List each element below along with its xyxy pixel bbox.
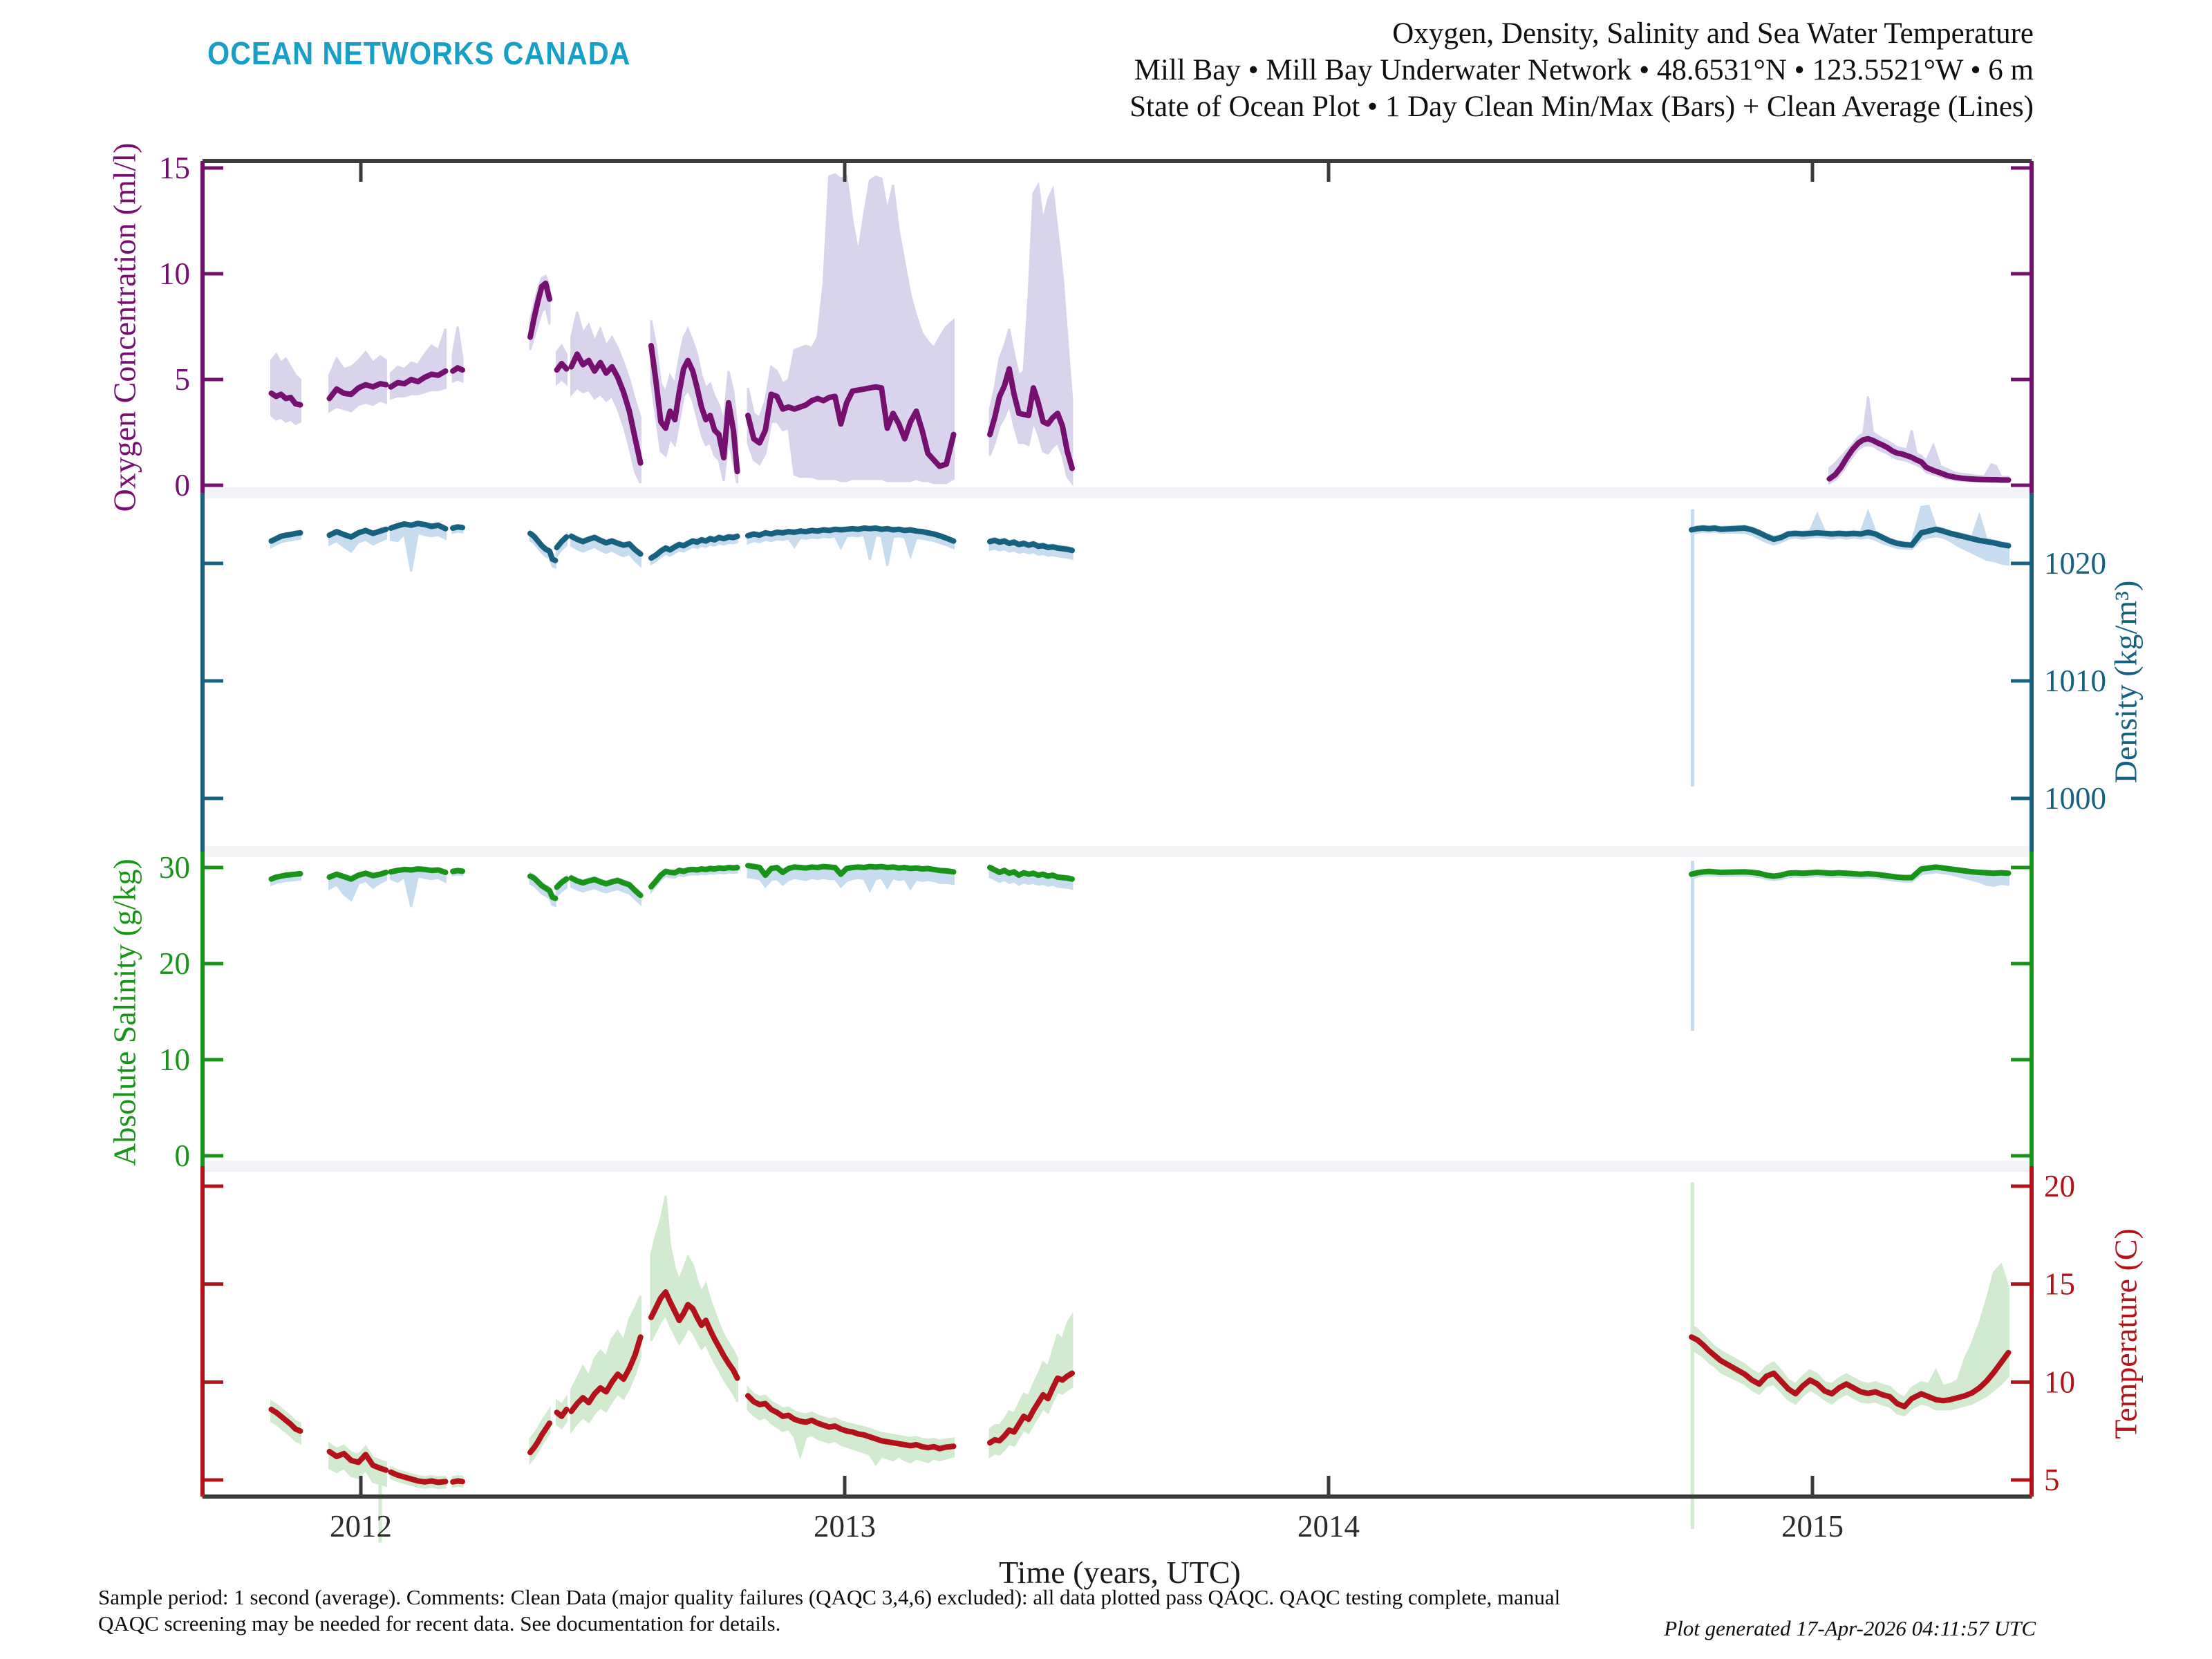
temperature-axis-title: Temperature (C) <box>2108 1228 2144 1439</box>
average-line-oxygen <box>745 384 957 469</box>
x-axis-title: Time (years, UTC) <box>999 1555 1241 1590</box>
average-line-temperature <box>987 1370 1075 1446</box>
x-tick-label: 2014 <box>1297 1509 1360 1544</box>
y-tick-label-temperature: 15 <box>2044 1267 2075 1302</box>
average-line-temperature <box>326 1448 389 1473</box>
minmax-band-temperature <box>747 1385 955 1466</box>
y-tick-label-oxygen: 5 <box>175 362 191 397</box>
y-tick-label-oxygen: 0 <box>175 468 191 503</box>
average-line-salinity <box>554 876 570 890</box>
average-line-oxygen <box>554 361 570 373</box>
plot-title-line-3: State of Ocean Plot • 1 Day Clean Min/Ma… <box>1130 91 2034 123</box>
x-tick-label: 2013 <box>814 1509 876 1544</box>
y-tick-label-salinity: 20 <box>159 946 190 981</box>
minmax-band-oxygen <box>570 311 642 484</box>
average-line-salinity <box>568 875 644 899</box>
average-line-salinity <box>745 863 957 879</box>
average-line-oxygen <box>527 280 552 340</box>
salinity-axis-title: Absolute Salinity (g/kg) <box>106 859 142 1166</box>
footer-comments: Sample period: 1 second (average). Comme… <box>98 1584 1771 1637</box>
average-line-oxygen <box>987 366 1075 471</box>
ocean-networks-canada-logo: OCEAN NETWORKS CANADA <box>207 35 631 71</box>
average-line-oxygen <box>388 368 449 390</box>
plot-title-line-2: Mill Bay • Mill Bay Underwater Network •… <box>1134 54 2034 86</box>
minmax-band-density <box>389 521 447 572</box>
average-line-oxygen <box>450 365 465 374</box>
footer-line-1: Sample period: 1 second (average). Comme… <box>98 1585 1561 1609</box>
minmax-band-oxygen <box>650 320 739 484</box>
average-line-temperature <box>745 1393 957 1452</box>
minmax-band-oxygen <box>1828 396 2009 485</box>
average-line-temperature <box>554 1407 570 1419</box>
average-line-oxygen <box>568 351 644 466</box>
average-line-salinity <box>648 865 740 890</box>
y-tick-label-temperature: 5 <box>2044 1463 2060 1497</box>
minmax-band-temperature <box>988 1311 1074 1459</box>
average-line-salinity <box>388 866 449 875</box>
average-line-temperature <box>1689 1334 2012 1409</box>
plot-title-line-1: Oxygen, Density, Salinity and Sea Water … <box>1392 17 2034 50</box>
average-line-temperature <box>268 1407 303 1434</box>
average-line-oxygen <box>326 381 389 402</box>
average-line-temperature <box>568 1334 644 1414</box>
average-line-density <box>268 529 303 544</box>
section-separator <box>203 487 2032 498</box>
average-line-density <box>1689 525 2012 549</box>
plot-generated-timestamp: Plot generated 17-Apr-2026 04:11:57 UTC <box>1664 1616 2036 1640</box>
plot-title-block: Oxygen, Density, Salinity and Sea Water … <box>1130 15 2034 125</box>
average-line-temperature <box>648 1289 740 1381</box>
x-tick-label: 2015 <box>1781 1509 1844 1544</box>
y-tick-label-oxygen: 10 <box>159 256 190 291</box>
y-tick-label-salinity: 10 <box>159 1042 190 1077</box>
average-line-salinity <box>527 873 559 901</box>
average-line-salinity <box>326 870 389 882</box>
average-line-density <box>987 537 1075 554</box>
minmax-band-temperature <box>650 1195 739 1403</box>
y-tick-label-temperature: 10 <box>2044 1365 2075 1399</box>
section-separator <box>203 1161 2032 1172</box>
density-axis-title: Density (kg/m³) <box>2108 580 2144 784</box>
average-line-oxygen <box>268 390 303 408</box>
average-line-salinity <box>268 871 303 882</box>
y-tick-label-oxygen: 15 <box>159 151 190 185</box>
y-tick-label-salinity: 0 <box>175 1138 191 1173</box>
average-line-density <box>745 525 957 544</box>
average-line-salinity <box>450 868 465 874</box>
average-line-density <box>388 521 449 532</box>
x-tick-label: 2012 <box>330 1509 392 1544</box>
minmax-band-temperature <box>1690 1262 2009 1417</box>
section-separator <box>203 846 2032 857</box>
minmax-band-temperature <box>570 1295 642 1434</box>
average-line-oxygen <box>648 343 740 475</box>
y-tick-label-salinity: 30 <box>159 850 190 885</box>
oxygen-axis-title: Oxygen Concentration (ml/l) <box>106 142 142 512</box>
average-line-salinity <box>1689 864 2012 881</box>
y-tick-label-density: 1000 <box>2044 781 2106 816</box>
average-line-density <box>648 533 740 561</box>
average-line-temperature <box>388 1469 449 1485</box>
minmax-band-oxygen <box>988 181 1074 487</box>
minmax-band-oxygen <box>328 350 387 413</box>
average-line-salinity <box>987 865 1075 882</box>
y-tick-label-density: 1010 <box>2044 664 2106 698</box>
average-line-density <box>326 526 389 540</box>
average-line-density <box>554 534 570 550</box>
minmax-band-oxygen <box>270 352 301 426</box>
average-line-density <box>450 524 465 531</box>
footer-line-2: QAQC screening may be needed for recent … <box>98 1611 781 1635</box>
average-line-density <box>568 533 644 557</box>
average-line-oxygen <box>1826 435 2012 483</box>
minmax-band-salinity <box>389 866 447 908</box>
average-line-density <box>527 530 559 563</box>
minmax-band-oxygen <box>529 274 551 350</box>
y-tick-label-temperature: 20 <box>2044 1169 2075 1203</box>
minmax-band-oxygen <box>389 328 447 400</box>
average-line-temperature <box>527 1420 552 1456</box>
y-tick-label-density: 1020 <box>2044 546 2106 581</box>
